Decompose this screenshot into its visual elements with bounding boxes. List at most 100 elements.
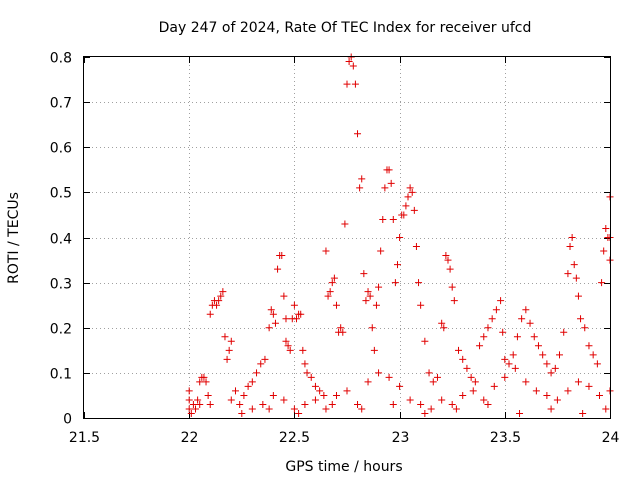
data-point bbox=[278, 252, 286, 260]
data-point bbox=[280, 396, 288, 404]
data-point bbox=[202, 378, 210, 386]
data-point bbox=[375, 283, 383, 291]
data-point bbox=[290, 301, 298, 309]
data-point bbox=[577, 315, 585, 323]
data-point bbox=[408, 188, 416, 196]
data-point bbox=[219, 288, 227, 296]
data-point bbox=[490, 382, 498, 390]
data-point bbox=[351, 80, 359, 88]
data-point bbox=[480, 333, 488, 341]
y-tick-label: 0.5 bbox=[50, 186, 72, 202]
data-point bbox=[379, 215, 387, 223]
data-point bbox=[385, 166, 393, 174]
data-point bbox=[332, 301, 340, 309]
data-point bbox=[539, 351, 547, 359]
data-point bbox=[299, 346, 307, 354]
data-point bbox=[341, 220, 349, 228]
data-points bbox=[185, 53, 614, 417]
data-point bbox=[225, 346, 233, 354]
data-point bbox=[391, 279, 399, 287]
data-point bbox=[301, 360, 309, 368]
data-point bbox=[274, 265, 282, 273]
data-point bbox=[265, 324, 273, 332]
data-point bbox=[484, 324, 492, 332]
data-point bbox=[343, 80, 351, 88]
data-point bbox=[354, 130, 362, 138]
data-point bbox=[282, 315, 290, 323]
data-point bbox=[406, 184, 414, 192]
data-point bbox=[389, 400, 397, 408]
data-point bbox=[598, 279, 606, 287]
data-point bbox=[328, 279, 336, 287]
data-point bbox=[362, 297, 370, 305]
data-point bbox=[322, 247, 330, 255]
data-point bbox=[589, 351, 597, 359]
data-point bbox=[543, 360, 551, 368]
x-tick-label: 23.5 bbox=[490, 430, 521, 446]
data-point bbox=[387, 179, 395, 187]
data-point bbox=[469, 387, 477, 395]
data-point bbox=[595, 391, 603, 399]
data-point bbox=[421, 409, 429, 417]
axis-ticks: 21.5 22 22.5 23 23.5 24 0 0.1 0.2 0.3 0.4 0.5 0.6 0.7… bbox=[50, 51, 620, 447]
data-point bbox=[404, 193, 412, 201]
chart-title: Day 247 of 2024, Rate Of TEC Index for r… bbox=[159, 20, 532, 36]
data-point bbox=[566, 243, 574, 251]
data-point bbox=[455, 346, 463, 354]
data-point bbox=[271, 319, 279, 327]
data-point bbox=[227, 396, 235, 404]
grid bbox=[84, 57, 610, 418]
data-point bbox=[400, 211, 408, 219]
data-point bbox=[217, 292, 225, 300]
data-point bbox=[375, 369, 383, 377]
data-point bbox=[425, 369, 433, 377]
data-point bbox=[345, 58, 353, 66]
y-tick-label: 0 bbox=[63, 412, 72, 428]
data-point bbox=[370, 346, 378, 354]
data-point bbox=[293, 315, 301, 323]
data-point bbox=[513, 333, 521, 341]
data-point bbox=[368, 324, 376, 332]
data-point bbox=[438, 396, 446, 404]
data-point bbox=[253, 369, 261, 377]
data-point bbox=[581, 324, 589, 332]
x-tick-label: 21.5 bbox=[69, 430, 100, 446]
plot-frame bbox=[83, 56, 611, 419]
data-point bbox=[553, 396, 561, 404]
data-point bbox=[574, 378, 582, 386]
data-point bbox=[389, 215, 397, 223]
data-point bbox=[484, 400, 492, 408]
y-axis-label: ROTI / TECUs bbox=[6, 192, 22, 284]
data-point bbox=[311, 396, 319, 404]
data-point bbox=[556, 351, 564, 359]
data-point bbox=[360, 270, 368, 278]
y-tick-label: 0.1 bbox=[50, 367, 72, 383]
data-point bbox=[543, 391, 551, 399]
data-point bbox=[452, 405, 460, 413]
x-tick-label: 22 bbox=[181, 430, 199, 446]
data-point bbox=[196, 378, 204, 386]
data-point bbox=[295, 409, 303, 417]
data-point bbox=[381, 184, 389, 192]
data-point bbox=[358, 175, 366, 183]
data-point bbox=[187, 409, 195, 417]
data-point bbox=[446, 265, 454, 273]
data-point bbox=[385, 373, 393, 381]
data-point bbox=[476, 342, 484, 350]
data-point bbox=[564, 387, 572, 395]
data-point bbox=[354, 400, 362, 408]
data-point bbox=[572, 274, 580, 282]
data-point bbox=[410, 206, 418, 214]
data-point bbox=[303, 369, 311, 377]
data-point bbox=[349, 62, 357, 70]
data-point bbox=[248, 405, 256, 413]
data-point bbox=[547, 405, 555, 413]
data-point bbox=[290, 405, 298, 413]
data-point bbox=[499, 328, 507, 336]
data-point bbox=[282, 337, 290, 345]
data-point bbox=[547, 369, 555, 377]
y-tick-label: 0.4 bbox=[50, 232, 72, 248]
data-point bbox=[421, 337, 429, 345]
x-tick-label: 23 bbox=[392, 430, 410, 446]
data-point bbox=[297, 310, 305, 318]
